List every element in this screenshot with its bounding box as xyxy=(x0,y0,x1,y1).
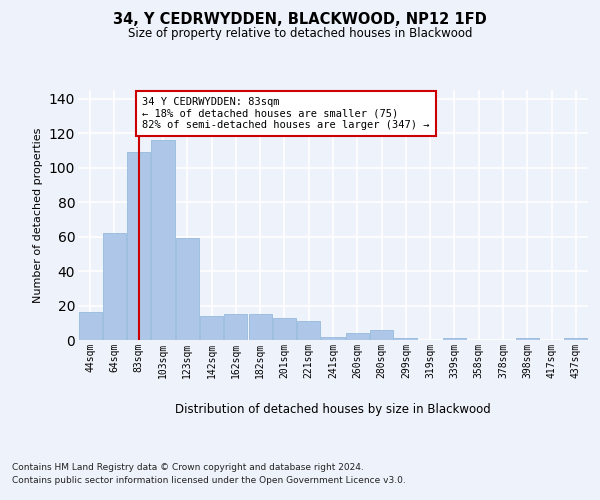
Bar xyxy=(565,338,587,340)
Bar xyxy=(346,333,369,340)
Bar xyxy=(200,316,223,340)
Bar xyxy=(322,336,344,340)
Text: Contains HM Land Registry data © Crown copyright and database right 2024.: Contains HM Land Registry data © Crown c… xyxy=(12,462,364,471)
Bar xyxy=(176,238,199,340)
Bar xyxy=(516,338,539,340)
Bar xyxy=(127,152,150,340)
Bar xyxy=(394,338,418,340)
Bar xyxy=(79,312,101,340)
Text: Distribution of detached houses by size in Blackwood: Distribution of detached houses by size … xyxy=(175,402,491,415)
Bar xyxy=(103,233,126,340)
Bar xyxy=(151,140,175,340)
Bar xyxy=(248,314,272,340)
Bar xyxy=(443,338,466,340)
Bar xyxy=(370,330,393,340)
Text: 34 Y CEDRWYDDEN: 83sqm
← 18% of detached houses are smaller (75)
82% of semi-det: 34 Y CEDRWYDDEN: 83sqm ← 18% of detached… xyxy=(142,97,430,130)
Y-axis label: Number of detached properties: Number of detached properties xyxy=(33,128,43,302)
Bar xyxy=(224,314,247,340)
Bar xyxy=(273,318,296,340)
Bar xyxy=(297,321,320,340)
Text: Contains public sector information licensed under the Open Government Licence v3: Contains public sector information licen… xyxy=(12,476,406,485)
Text: 34, Y CEDRWYDDEN, BLACKWOOD, NP12 1FD: 34, Y CEDRWYDDEN, BLACKWOOD, NP12 1FD xyxy=(113,12,487,28)
Text: Size of property relative to detached houses in Blackwood: Size of property relative to detached ho… xyxy=(128,28,472,40)
